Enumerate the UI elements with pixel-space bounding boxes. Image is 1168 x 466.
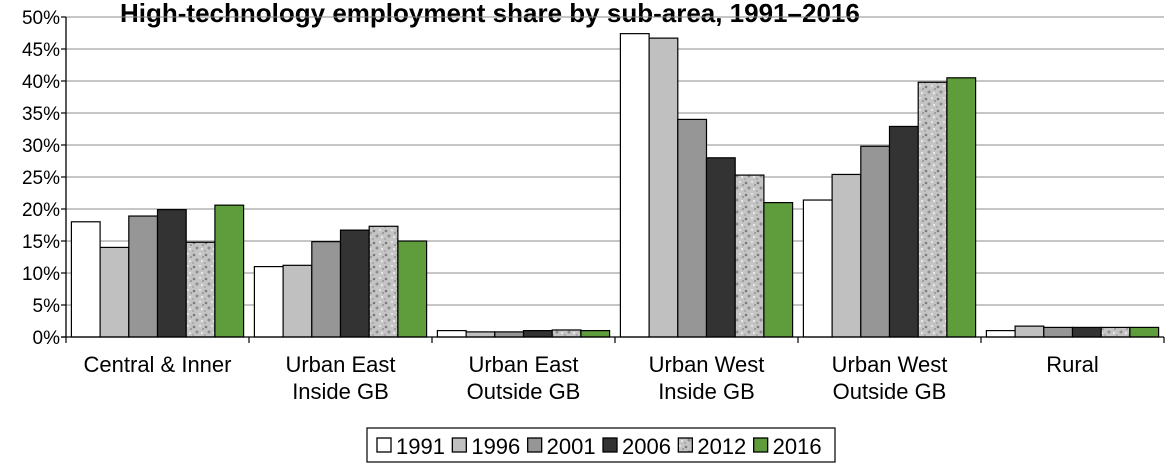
bar-1996 bbox=[1014, 325, 1045, 338]
legend-swatch-2006 bbox=[602, 437, 618, 453]
bar-1996 bbox=[648, 37, 679, 338]
y-tick-label: 5% bbox=[33, 296, 61, 317]
bar-1991 bbox=[253, 266, 284, 338]
bar-2006 bbox=[339, 229, 370, 338]
bar-2016 bbox=[763, 202, 794, 338]
chart-title: High-technology employment share by sub-… bbox=[120, 0, 860, 28]
x-category-label: Urban East Outside GB bbox=[467, 352, 581, 404]
x-category-label: Urban East Inside GB bbox=[285, 352, 395, 404]
bar-2012 bbox=[368, 225, 399, 338]
bar-1991 bbox=[436, 330, 467, 338]
legend-swatch-1996 bbox=[451, 437, 467, 453]
x-axis-category-labels: Central & Inner Urban East Inside GB Urban … bbox=[84, 352, 1099, 404]
y-tick-label: 20% bbox=[22, 200, 60, 221]
y-tick-label: 35% bbox=[22, 104, 60, 125]
axes bbox=[61, 16, 1165, 343]
legend: 1991 1996 2001 2006 2012 2016 bbox=[366, 427, 836, 463]
bar-2006 bbox=[156, 209, 187, 338]
y-tick-label: 25% bbox=[22, 168, 60, 189]
x-category-label: Urban West Outside GB bbox=[832, 352, 948, 404]
bars bbox=[70, 33, 1160, 338]
bar-2001 bbox=[677, 118, 708, 338]
y-tick-label: 40% bbox=[22, 72, 60, 93]
bar-1991 bbox=[70, 221, 101, 338]
bar-2012 bbox=[917, 81, 948, 338]
legend-swatch-1991 bbox=[376, 437, 392, 453]
bar-2001 bbox=[311, 241, 342, 338]
bar-1991 bbox=[619, 33, 650, 338]
gridlines bbox=[66, 16, 1164, 338]
bar-2001 bbox=[1043, 326, 1074, 338]
bar-2001 bbox=[860, 145, 891, 338]
x-category-label: Rural bbox=[1046, 352, 1099, 377]
bar-2012 bbox=[551, 329, 582, 338]
legend-label-1996: 1996 bbox=[471, 434, 520, 459]
legend-swatch-2001 bbox=[527, 437, 543, 453]
legend-label-1991: 1991 bbox=[396, 434, 445, 459]
bar-2001 bbox=[128, 215, 159, 338]
x-category-label: Central & Inner bbox=[84, 352, 232, 377]
bar-2012 bbox=[734, 174, 765, 338]
y-tick-label: 15% bbox=[22, 232, 60, 253]
bar-1996 bbox=[99, 246, 130, 338]
bar-1996 bbox=[831, 173, 862, 338]
legend-label-2012: 2012 bbox=[697, 434, 746, 459]
bar-1991 bbox=[802, 199, 833, 338]
legend-swatch-2016 bbox=[753, 437, 769, 453]
bar-1996 bbox=[282, 264, 313, 338]
y-tick-label: 0% bbox=[33, 328, 61, 349]
y-tick-label: 45% bbox=[22, 40, 60, 61]
bar-2016 bbox=[580, 330, 611, 338]
bar-1996 bbox=[465, 331, 496, 338]
x-category-label: Urban West Inside GB bbox=[649, 352, 765, 404]
bar-2016 bbox=[946, 77, 977, 338]
y-tick-label: 10% bbox=[22, 264, 60, 285]
bar-2006 bbox=[705, 157, 736, 338]
y-tick-label: 30% bbox=[22, 136, 60, 157]
bar-2016 bbox=[397, 240, 428, 338]
bar-2006 bbox=[1071, 326, 1102, 338]
bar-2006 bbox=[888, 125, 919, 338]
bar-2016 bbox=[1129, 326, 1160, 338]
legend-swatch-2012 bbox=[677, 437, 693, 453]
bar-1991 bbox=[985, 330, 1016, 338]
bar-2012 bbox=[185, 241, 216, 338]
bar-2016 bbox=[214, 204, 245, 338]
bar-2006 bbox=[522, 330, 553, 338]
y-axis-tick-labels: 0% 5% 10% 15% 20% 25% 30% 35% 40% 45% 50% bbox=[22, 8, 60, 349]
bar-2012 bbox=[1100, 326, 1131, 338]
legend-label-2006: 2006 bbox=[622, 434, 671, 459]
legend-label-2001: 2001 bbox=[547, 434, 596, 459]
bar-2001 bbox=[494, 331, 525, 338]
y-tick-label: 50% bbox=[22, 8, 60, 29]
legend-label-2016: 2016 bbox=[773, 434, 822, 459]
